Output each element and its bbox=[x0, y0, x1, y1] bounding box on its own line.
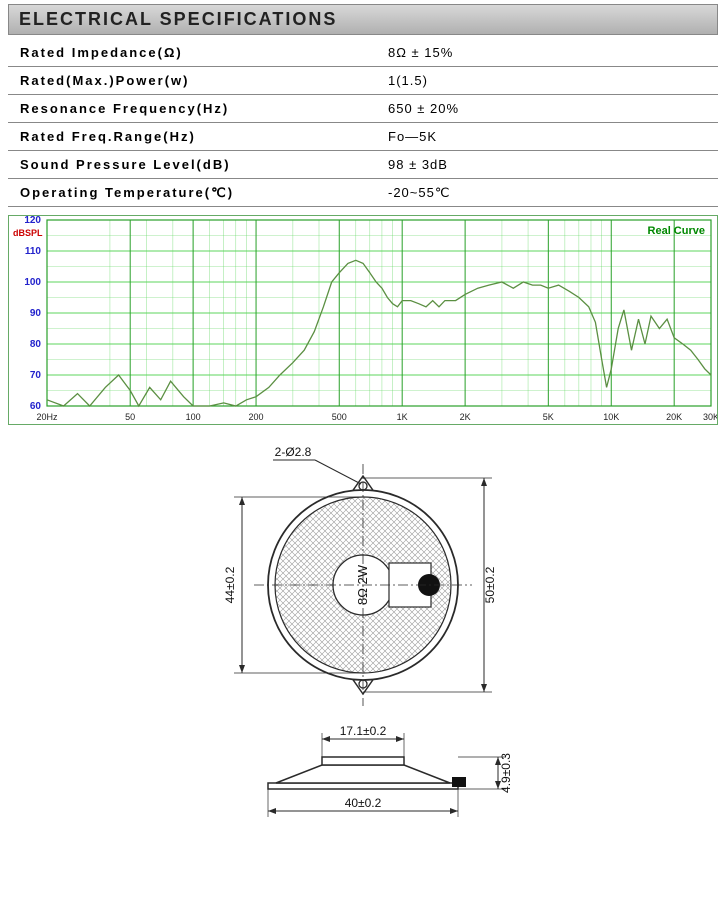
svg-text:dBSPL: dBSPL bbox=[13, 228, 43, 238]
spec-label: Resonance Frequency(Hz) bbox=[8, 101, 388, 116]
svg-text:60: 60 bbox=[30, 401, 42, 412]
svg-text:30K: 30K bbox=[703, 412, 717, 422]
spec-value: 8Ω ± 15% bbox=[388, 45, 718, 60]
svg-text:90: 90 bbox=[30, 308, 42, 319]
spec-table: Rated Impedance(Ω)8Ω ± 15%Rated(Max.)Pow… bbox=[8, 39, 718, 207]
spec-row: Rated(Max.)Power(w)1(1.5) bbox=[8, 67, 718, 95]
spec-row: Operating Temperature(℃)-20~55℃ bbox=[8, 179, 718, 207]
svg-text:2K: 2K bbox=[460, 412, 471, 422]
section-title: ELECTRICAL SPECIFICATIONS bbox=[19, 9, 337, 29]
svg-text:8Ω 2W: 8Ω 2W bbox=[355, 564, 370, 605]
svg-text:120: 120 bbox=[24, 216, 41, 226]
svg-text:50±0.2: 50±0.2 bbox=[483, 566, 497, 603]
spec-value: 650 ± 20% bbox=[388, 101, 718, 116]
spec-value: 1(1.5) bbox=[388, 73, 718, 88]
spec-label: Rated Freq.Range(Hz) bbox=[8, 129, 388, 144]
svg-text:4.9±0.3: 4.9±0.3 bbox=[499, 753, 513, 793]
svg-text:200: 200 bbox=[249, 412, 264, 422]
svg-text:44±0.2: 44±0.2 bbox=[223, 566, 237, 603]
spec-label: Sound Pressure Level(dB) bbox=[8, 157, 388, 172]
svg-text:70: 70 bbox=[30, 370, 42, 381]
spec-value: 98 ± 3dB bbox=[388, 157, 718, 172]
svg-text:20Hz: 20Hz bbox=[36, 412, 58, 422]
spec-row: Rated Impedance(Ω)8Ω ± 15% bbox=[8, 39, 718, 67]
spec-label: Rated(Max.)Power(w) bbox=[8, 73, 388, 88]
spec-row: Sound Pressure Level(dB)98 ± 3dB bbox=[8, 151, 718, 179]
svg-text:1K: 1K bbox=[397, 412, 408, 422]
svg-text:50: 50 bbox=[125, 412, 135, 422]
svg-text:40±0.2: 40±0.2 bbox=[345, 796, 382, 810]
spec-row: Rated Freq.Range(Hz)Fo—5K bbox=[8, 123, 718, 151]
svg-text:20K: 20K bbox=[666, 412, 682, 422]
spec-label: Operating Temperature(℃) bbox=[8, 185, 388, 201]
svg-text:100: 100 bbox=[24, 277, 41, 288]
svg-text:10K: 10K bbox=[603, 412, 619, 422]
svg-text:17.1±0.2: 17.1±0.2 bbox=[340, 724, 387, 738]
svg-text:500: 500 bbox=[332, 412, 347, 422]
section-header: ELECTRICAL SPECIFICATIONS bbox=[8, 4, 718, 35]
svg-text:2-Ø2.8: 2-Ø2.8 bbox=[275, 445, 312, 459]
svg-text:100: 100 bbox=[186, 412, 201, 422]
frequency-response-chart: 60 70 80 90 100 110 120 20Hz 50 100 200 500 1K 2K 5K 10… bbox=[8, 215, 718, 425]
spec-value: -20~55℃ bbox=[388, 185, 718, 201]
spec-row: Resonance Frequency(Hz)650 ± 20% bbox=[8, 95, 718, 123]
svg-text:5K: 5K bbox=[543, 412, 554, 422]
spec-label: Rated Impedance(Ω) bbox=[8, 45, 388, 60]
mechanical-drawing: 8Ω 2W 2-Ø2.8 44±0.2 50±0.2 17.1±0.2 40±0.2 4.… bbox=[0, 435, 726, 835]
svg-text:110: 110 bbox=[25, 246, 42, 257]
spec-value: Fo—5K bbox=[388, 129, 718, 144]
svg-text:Real Curve: Real Curve bbox=[648, 225, 705, 237]
svg-text:80: 80 bbox=[30, 339, 42, 350]
